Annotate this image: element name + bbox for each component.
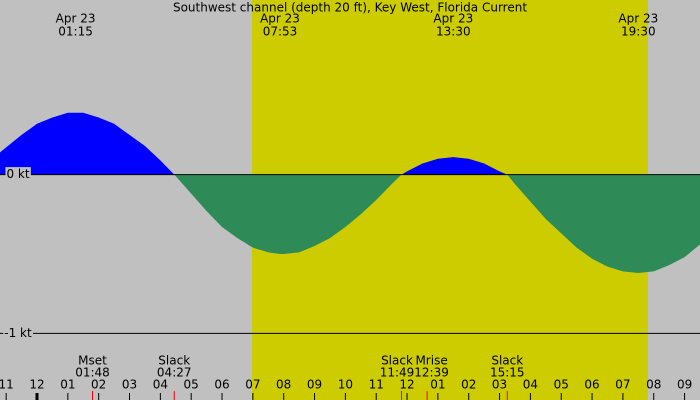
label-background xyxy=(3,325,34,340)
x-tick-label: 07 xyxy=(615,378,630,392)
top-time: 13:30 xyxy=(436,25,471,39)
event-time: 01:48 xyxy=(75,366,110,380)
top-date: Apr 23 xyxy=(56,12,96,26)
current-area xyxy=(0,112,700,274)
x-tick-label: 04 xyxy=(523,378,538,392)
x-tick-label: 04 xyxy=(153,378,168,392)
x-tick-label: 07 xyxy=(245,378,260,392)
y-tick-label: -1 kt xyxy=(4,326,32,340)
label-background xyxy=(5,167,31,182)
x-tick-label: 09 xyxy=(677,378,692,392)
top-time: 07:53 xyxy=(263,25,298,39)
event-name: Mset xyxy=(78,354,107,368)
event-name: Mrise xyxy=(415,354,447,368)
event-time: 15:15 xyxy=(490,366,525,380)
top-date: Apr 23 xyxy=(618,12,658,26)
top-time: 19:30 xyxy=(621,25,656,39)
x-tick-label: 12 xyxy=(399,378,414,392)
x-tick-label: 05 xyxy=(554,378,569,392)
x-tick-label: 11 xyxy=(369,378,384,392)
top-time: 01:15 xyxy=(58,25,93,39)
x-tick-label: 03 xyxy=(122,378,137,392)
x-tick-label: 01 xyxy=(430,378,445,392)
x-tick-label: 06 xyxy=(214,378,229,392)
event-time: 12:39 xyxy=(414,366,449,380)
event-name: Slack xyxy=(491,354,523,368)
top-date: Apr 23 xyxy=(260,12,300,26)
event-name: Slack xyxy=(381,354,413,368)
x-tick-label: 08 xyxy=(276,378,291,392)
top-date: Apr 23 xyxy=(433,12,473,26)
event-time: 11:49 xyxy=(380,366,415,380)
x-tick-label: 02 xyxy=(461,378,476,392)
x-tick-label: 06 xyxy=(584,378,599,392)
x-tick-label: 02 xyxy=(91,378,106,392)
x-tick-label: 11 xyxy=(0,378,14,392)
x-tick-label: 03 xyxy=(492,378,507,392)
event-name: Slack xyxy=(158,354,190,368)
chart-title: Southwest channel (depth 20 ft), Key Wes… xyxy=(173,1,527,15)
x-tick-label: 10 xyxy=(338,378,353,392)
event-time: 04:27 xyxy=(157,366,192,380)
y-tick-label: 0 kt xyxy=(6,167,29,181)
x-tick-label: 05 xyxy=(184,378,199,392)
x-tick-label: 12 xyxy=(29,378,44,392)
x-tick-label: 09 xyxy=(307,378,322,392)
x-tick-label: 01 xyxy=(60,378,75,392)
x-tick-label: 08 xyxy=(646,378,661,392)
